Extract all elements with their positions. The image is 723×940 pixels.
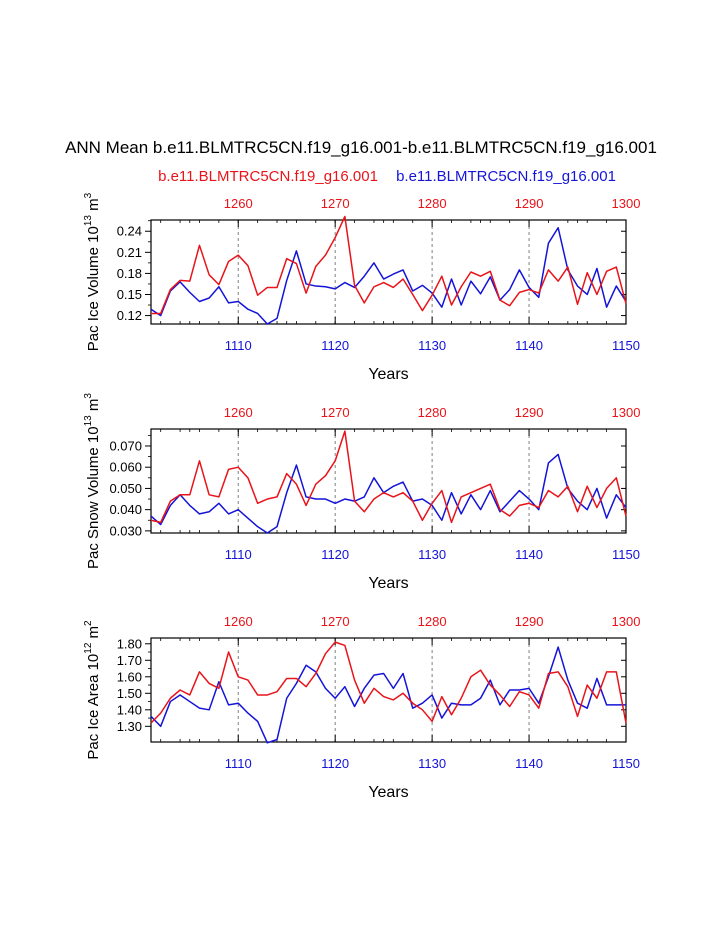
y-tick-label: 1.30 (117, 719, 142, 734)
x-tick-label: 1140 (515, 756, 543, 771)
y-tick-label: 1.80 (117, 636, 142, 651)
x-tick-label: 1110 (225, 756, 252, 771)
y-axis-title-part: Pac Ice Area 10 (85, 654, 102, 760)
y-tick-label: 0.060 (109, 460, 142, 475)
x-top-tick-label: 1280 (418, 196, 447, 211)
x-axis-title: Years (368, 784, 408, 801)
x-tick-label: 1120 (321, 338, 349, 353)
x-top-tick-label: 1270 (321, 614, 350, 629)
y-axis-title-part: Pac Snow Volume 10 (85, 426, 102, 569)
x-tick-label: 1140 (515, 338, 543, 353)
y-axis-title-part: m (85, 198, 102, 215)
y-tick-label: 1.40 (117, 702, 142, 717)
x-axis-title: Years (368, 366, 408, 383)
panel-3: 1110 1120 1130 1140 1150 1260 1270 1280 1290 1300… (83, 614, 640, 801)
y-axis-title-part: Pac Ice Volume 10 (85, 226, 102, 351)
x-top-tick-label: 1280 (418, 405, 447, 420)
x-top-tick-label: 1290 (515, 614, 544, 629)
series-line-blue (150, 646, 626, 744)
y-tick-label: 0.18 (117, 266, 142, 281)
series-line-red (150, 641, 627, 724)
panel-2: 1110 1120 1130 1140 1150 1260 1270 1280 1290 1300… (83, 393, 640, 592)
x-axis-title: Years (368, 575, 408, 592)
plot-frame (150, 637, 627, 743)
series-line-red (150, 430, 627, 524)
y-tick-label: 0.040 (109, 502, 142, 517)
y-axis-title-part: 3 (83, 192, 94, 198)
y-axis-title-part: 13 (83, 415, 94, 427)
y-axis-title-part: 13 (83, 215, 94, 227)
x-top-tick-label: 1270 (321, 405, 350, 420)
x-tick-label: 1130 (418, 547, 446, 562)
x-tick-label: 1120 (321, 756, 349, 771)
y-tick-label: 0.050 (109, 481, 142, 496)
y-axis-title-part: 12 (83, 642, 94, 654)
plot-frame (150, 428, 627, 534)
x-top-tick-label: 1270 (321, 196, 350, 211)
y-tick-label: 0.030 (109, 523, 142, 538)
x-top-tick-label: 1300 (612, 405, 641, 420)
x-top-tick-label: 1290 (515, 405, 544, 420)
series-line-blue (150, 226, 627, 325)
x-top-tick-label: 1260 (224, 196, 253, 211)
y-tick-label: 1.60 (117, 669, 142, 684)
x-top-tick-label: 1260 (224, 405, 253, 420)
y-tick-label: 0.12 (117, 308, 142, 323)
x-top-tick-label: 1300 (612, 196, 641, 211)
y-axis-title: Pac Snow Volume 1013 m3 (83, 393, 102, 569)
y-tick-label: 0.070 (109, 438, 142, 453)
x-tick-label: 1130 (418, 338, 446, 353)
y-axis-title-part: 3 (83, 393, 94, 399)
x-top-tick-label: 1280 (418, 614, 447, 629)
legend-blue-case: b.e11.BLMTRC5CN.f19_g16.001 (396, 168, 616, 185)
series-line-red (151, 215, 627, 315)
x-tick-label: 1150 (612, 547, 640, 562)
y-tick-label: 0.24 (117, 224, 142, 239)
legend-red-case: b.e11.BLMTRC5CN.f19_g16.001 (158, 168, 378, 185)
x-top-tick-label: 1260 (224, 614, 253, 629)
panel-1: 1110 1120 1130 1140 1150 1260 1270 1280 1290 1300… (83, 192, 640, 383)
plot-frame (150, 219, 627, 325)
x-tick-label: 1110 (225, 547, 252, 562)
x-tick-label: 1130 (418, 756, 446, 771)
y-tick-label: 1.70 (117, 653, 142, 668)
y-axis-title-part: 2 (83, 620, 94, 626)
chart-title: ANN Mean b.e11.BLMTRC5CN.f19_g16.001-b.e… (65, 138, 657, 157)
x-tick-label: 1140 (515, 547, 543, 562)
x-top-tick-label: 1300 (612, 614, 641, 629)
x-tick-label: 1120 (321, 547, 349, 562)
x-tick-label: 1110 (225, 338, 252, 353)
y-tick-label: 1.50 (117, 686, 142, 701)
y-axis-title-part: m (85, 399, 102, 416)
series-line-blue (150, 453, 627, 534)
x-tick-label: 1150 (612, 756, 640, 771)
y-axis-title-part: m (85, 626, 102, 643)
y-tick-label: 0.15 (117, 287, 142, 302)
y-tick-label: 0.21 (117, 245, 142, 260)
chart-panels: 1110 1120 1130 1140 1150 1260 1270 1280 1290 1300… (83, 192, 640, 801)
x-top-tick-label: 1290 (515, 196, 544, 211)
x-tick-label: 1150 (612, 338, 640, 353)
y-axis-title: Pac Ice Area 1012 m2 (83, 620, 102, 760)
y-axis-title: Pac Ice Volume 1013 m3 (83, 192, 102, 351)
